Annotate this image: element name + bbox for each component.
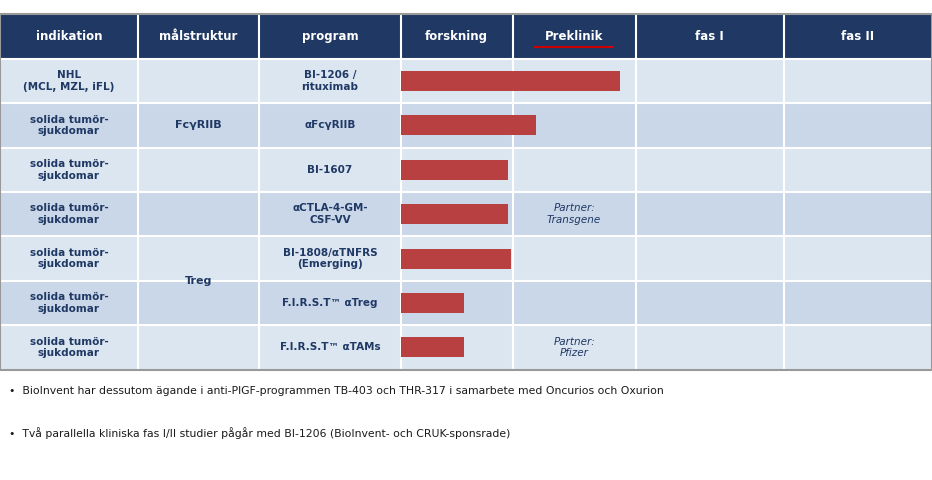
Bar bbox=[401, 249, 511, 269]
Text: Treg: Treg bbox=[185, 276, 212, 286]
Text: solida tumör-
sjukdomar: solida tumör- sjukdomar bbox=[30, 336, 108, 358]
Bar bbox=[401, 115, 536, 135]
Bar bbox=[0, 148, 932, 192]
Text: NHL
(MCL, MZL, iFL): NHL (MCL, MZL, iFL) bbox=[23, 70, 115, 92]
Bar bbox=[0, 237, 932, 281]
Bar bbox=[401, 71, 620, 91]
Text: •  Två parallella kliniska fas I/II studier pågår med BI-1206 (BioInvent- och CR: • Två parallella kliniska fas I/II studi… bbox=[9, 427, 511, 439]
Text: solida tumör-
sjukdomar: solida tumör- sjukdomar bbox=[30, 204, 108, 225]
Text: Preklinik: Preklinik bbox=[545, 30, 603, 43]
Text: BI-1808/αTNFRS
(Emerging): BI-1808/αTNFRS (Emerging) bbox=[282, 248, 377, 269]
Text: FcγRIIB: FcγRIIB bbox=[175, 120, 222, 131]
Text: Partner:
Transgene: Partner: Transgene bbox=[547, 204, 601, 225]
Text: •  BioInvent har dessutom ägande i anti-PlGF-programmen TB-403 och THR-317 i sam: • BioInvent har dessutom ägande i anti-P… bbox=[9, 386, 665, 396]
Bar bbox=[401, 293, 464, 313]
Text: αFcγRIIB: αFcγRIIB bbox=[304, 120, 356, 131]
Text: solida tumör-
sjukdomar: solida tumör- sjukdomar bbox=[30, 248, 108, 269]
Text: fas II: fas II bbox=[842, 30, 874, 43]
Bar bbox=[0, 192, 932, 237]
Text: BI-1607: BI-1607 bbox=[308, 165, 352, 175]
Bar bbox=[0, 325, 932, 370]
Bar bbox=[0, 103, 932, 148]
Text: solida tumör-
sjukdomar: solida tumör- sjukdomar bbox=[30, 115, 108, 136]
Bar bbox=[0, 59, 932, 103]
Text: solida tumör-
sjukdomar: solida tumör- sjukdomar bbox=[30, 292, 108, 314]
Text: F.I.R.S.T™ αTreg: F.I.R.S.T™ αTreg bbox=[282, 298, 377, 308]
Bar bbox=[0, 14, 932, 370]
Text: BI-1206 /
rituximab: BI-1206 / rituximab bbox=[301, 70, 359, 92]
Bar bbox=[401, 337, 464, 358]
Bar bbox=[0, 281, 932, 325]
Text: Partner:
Pfizer: Partner: Pfizer bbox=[554, 336, 595, 358]
Text: indikation: indikation bbox=[35, 30, 103, 43]
Bar bbox=[401, 204, 508, 224]
Bar bbox=[401, 160, 508, 180]
Text: program: program bbox=[302, 30, 358, 43]
Text: F.I.R.S.T™ αTAMs: F.I.R.S.T™ αTAMs bbox=[280, 342, 380, 352]
Text: fas I: fas I bbox=[695, 30, 724, 43]
Bar bbox=[0, 14, 932, 59]
Text: målstruktur: målstruktur bbox=[159, 30, 238, 43]
Text: αCTLA-4-GM-
CSF-VV: αCTLA-4-GM- CSF-VV bbox=[292, 204, 368, 225]
Text: solida tumör-
sjukdomar: solida tumör- sjukdomar bbox=[30, 159, 108, 180]
Text: forskning: forskning bbox=[425, 30, 488, 43]
